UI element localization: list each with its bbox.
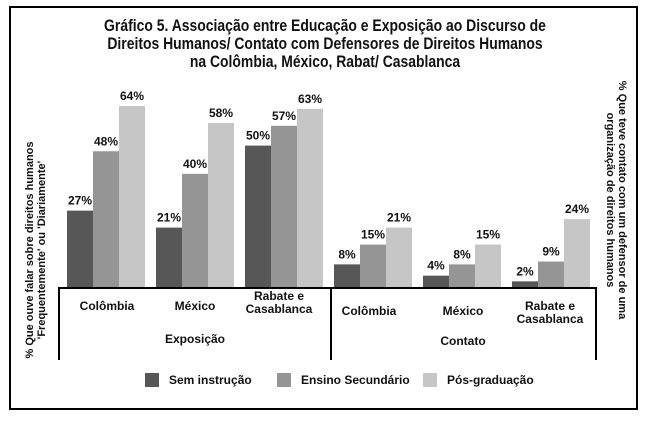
bar [156,227,182,287]
title-line-2: Direitos Humanos/ Contato com Defensores… [107,34,543,53]
category-label: Colômbia [80,299,135,313]
category-label: México [175,299,216,313]
bar [449,264,475,287]
chart-frame [9,6,638,410]
legend-item-ensino-secundario: Ensino Secundário [277,373,410,387]
category-label: Rabate e [525,299,575,313]
legend-item-pos-graduacao: Pós-graduação [423,373,534,387]
bar [182,173,208,287]
data-label: 48% [94,134,118,148]
bar [334,264,360,287]
data-label: 15% [361,228,385,242]
data-label: 57% [272,109,296,123]
category-label: México [443,304,484,318]
legend-label: Sem instrução [169,373,252,387]
category-label: Rabate e [254,289,304,303]
data-label: 40% [183,157,207,171]
data-label: 64% [120,89,144,103]
bar [271,125,297,287]
data-label: 24% [565,202,589,216]
data-label: 27% [68,194,92,208]
data-label: 63% [298,92,322,106]
bar [564,219,590,287]
bar [297,108,323,287]
category-label: Casablanca [246,302,313,316]
bar [423,275,449,287]
bar [67,210,93,287]
data-label: 2% [516,264,534,278]
legend-label: Pós-graduação [447,373,534,387]
bar [475,244,501,287]
panel-label: Contato [440,334,485,348]
bar [360,244,386,287]
bar [119,106,145,287]
bar [245,145,271,287]
data-label: 50% [246,129,270,143]
data-label: 58% [209,106,233,120]
title-line-1: Gráfico 5. Associação entre Educação e E… [104,16,546,35]
data-label: 8% [338,247,356,261]
bar [93,151,119,287]
legend-label: Ensino Secundário [301,373,410,387]
bar [512,281,538,287]
legend-swatch [423,373,437,387]
legend-item-sem-instrucao: Sem instrução [145,373,252,387]
category-label: Casablanca [517,312,584,326]
legend-swatch [145,373,159,387]
title-line-3: na Colômbia, México, Rabat/ Casablanca [189,52,461,71]
category-label: Colômbia [342,304,397,318]
data-label: 9% [542,245,560,259]
data-label: 21% [157,211,181,225]
data-label: 21% [387,211,411,225]
bar [208,122,234,287]
data-label: 15% [476,228,500,242]
panel-label: Exposição [165,332,225,346]
data-label: 4% [427,259,445,273]
legend-swatch [277,373,291,387]
data-label: 8% [453,247,471,261]
bar [538,261,564,287]
chart-title: Gráfico 5. Associação entre Educação e E… [59,17,592,71]
bar [386,227,412,287]
